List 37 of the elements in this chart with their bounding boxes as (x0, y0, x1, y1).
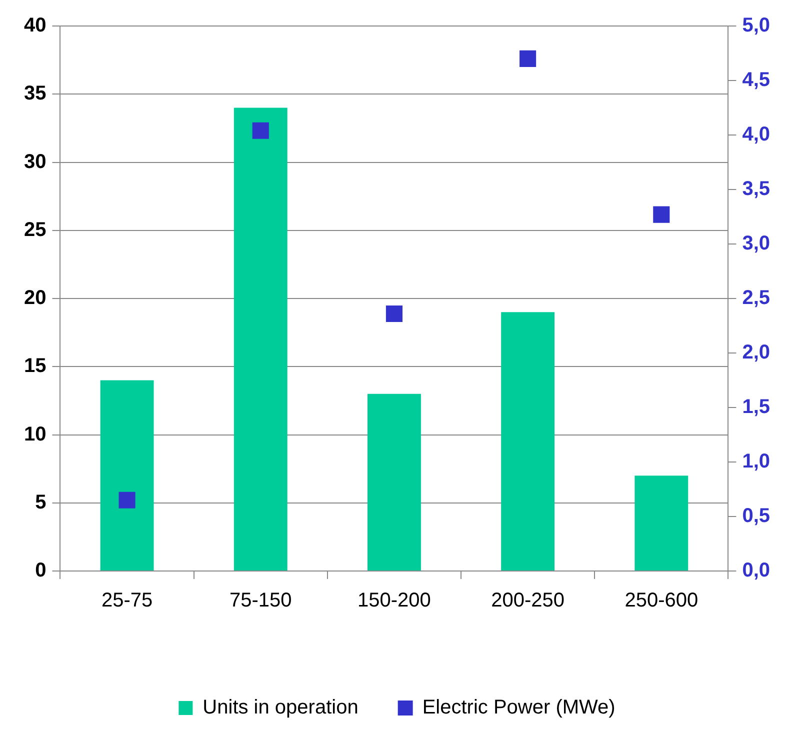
point (653, 206, 670, 223)
bar (100, 380, 154, 570)
y-tick-label: 30 (24, 150, 46, 173)
y2-tick-label: 3,5 (742, 178, 770, 200)
y2-tick-label: 0,0 (742, 560, 770, 582)
y2-tick-label: 1,0 (742, 450, 770, 473)
x-tick-label: 200-250 (491, 590, 565, 612)
y2-tick-label: 2,0 (742, 342, 770, 364)
y-tick-label: 15 (24, 355, 46, 378)
y2-tick-label: 3,0 (742, 232, 770, 255)
bar (234, 108, 288, 570)
y-tick-label: 25 (24, 218, 46, 241)
point (520, 50, 536, 67)
bar (368, 394, 421, 570)
y2-tick-label: 5,0 (742, 14, 770, 37)
y-tick-label: 10 (24, 423, 46, 446)
x-tick-label: 250-600 (624, 590, 698, 612)
y-tick-label: 40 (24, 14, 46, 37)
y-tick-label: 0 (35, 560, 46, 582)
x-tick-label: 25-75 (101, 590, 153, 612)
x-tick-label: 150-200 (358, 590, 431, 612)
point (118, 492, 136, 508)
legend-label: Units in operation (202, 696, 358, 719)
y2-tick-label: 1,5 (742, 396, 770, 418)
bar (501, 312, 555, 570)
y-tick-label: 35 (24, 82, 46, 105)
y2-tick-label: 4,0 (742, 124, 770, 146)
y-tick-label: 20 (24, 287, 46, 310)
point (386, 305, 402, 322)
y-tick-label: 5 (35, 491, 46, 514)
bar (634, 476, 688, 570)
x-tick-label: 75-150 (229, 590, 292, 612)
y2-tick-label: 0,5 (742, 505, 770, 528)
point (252, 122, 269, 139)
y2-tick-label: 4,5 (742, 69, 770, 92)
legend-label: Electric Power (MWe) (422, 696, 616, 719)
y2-tick-label: 2,5 (742, 287, 770, 310)
